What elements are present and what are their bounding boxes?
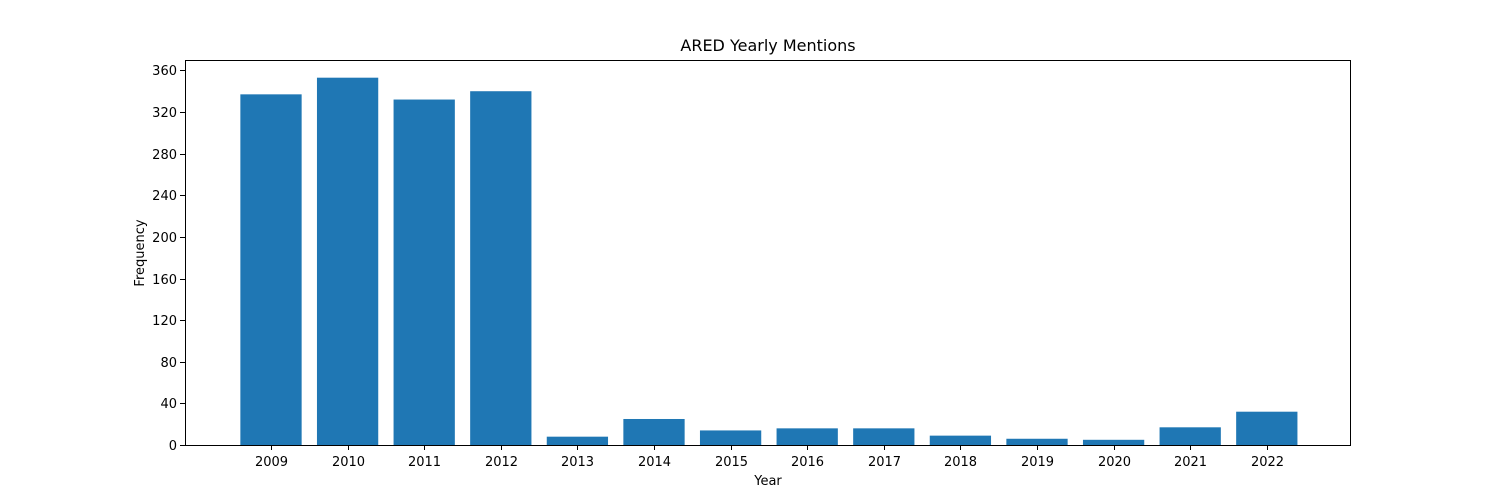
- chart-title: ARED Yearly Mentions: [680, 36, 855, 55]
- bar-2009: [240, 94, 302, 445]
- bar-2018: [929, 435, 992, 445]
- bar-2016: [776, 428, 838, 445]
- x-axis-title: Year: [753, 474, 782, 489]
- x-tick-label: 2013: [561, 455, 594, 470]
- bar-2013: [546, 436, 609, 445]
- x-axis: 2009 2010 2011 2012 2013 2014 2015 2016 2017 2018…: [255, 445, 1284, 470]
- x-tick-label: 2012: [485, 455, 518, 470]
- bar-2015: [699, 430, 762, 445]
- y-tick-label: 320: [152, 106, 177, 121]
- bar-2012: [470, 91, 532, 445]
- y-tick-label: 120: [152, 314, 177, 329]
- y-axis-title: Frequency: [133, 219, 148, 286]
- bar-2020: [1082, 439, 1145, 445]
- x-tick-label: 2017: [868, 455, 901, 470]
- y-tick-label: 240: [152, 189, 177, 204]
- bar-2022: [1236, 411, 1298, 445]
- x-tick-label: 2010: [332, 455, 365, 470]
- x-tick-label: 2020: [1098, 455, 1131, 470]
- x-tick-label: 2019: [1021, 455, 1054, 470]
- y-tick-label: 0: [169, 439, 177, 454]
- y-axis: 0 40 80 120 160 200 240 280 320 360: [152, 64, 185, 454]
- y-tick-label: 40: [160, 397, 177, 412]
- x-tick-label: 2009: [255, 455, 288, 470]
- y-tick-label: 280: [152, 148, 177, 163]
- plot-frame: [185, 60, 1351, 446]
- bar-2014: [623, 418, 685, 445]
- y-tick-label: 80: [160, 356, 177, 371]
- bars-group: [240, 77, 1298, 445]
- x-tick-label: 2011: [408, 455, 441, 470]
- bar-2019: [1006, 438, 1068, 445]
- y-tick-label: 200: [152, 231, 177, 246]
- x-tick-label: 2016: [791, 455, 824, 470]
- bar-2017: [853, 428, 915, 445]
- x-tick-label: 2015: [715, 455, 748, 470]
- bar-2011: [393, 99, 455, 445]
- x-tick-label: 2021: [1174, 455, 1207, 470]
- x-tick-label: 2014: [638, 455, 671, 470]
- x-tick-label: 2022: [1251, 455, 1284, 470]
- y-tick-label: 160: [152, 273, 177, 288]
- y-tick-label: 360: [152, 64, 177, 79]
- bar-2010: [316, 77, 379, 445]
- bar-2021: [1159, 427, 1221, 445]
- x-tick-label: 2018: [944, 455, 977, 470]
